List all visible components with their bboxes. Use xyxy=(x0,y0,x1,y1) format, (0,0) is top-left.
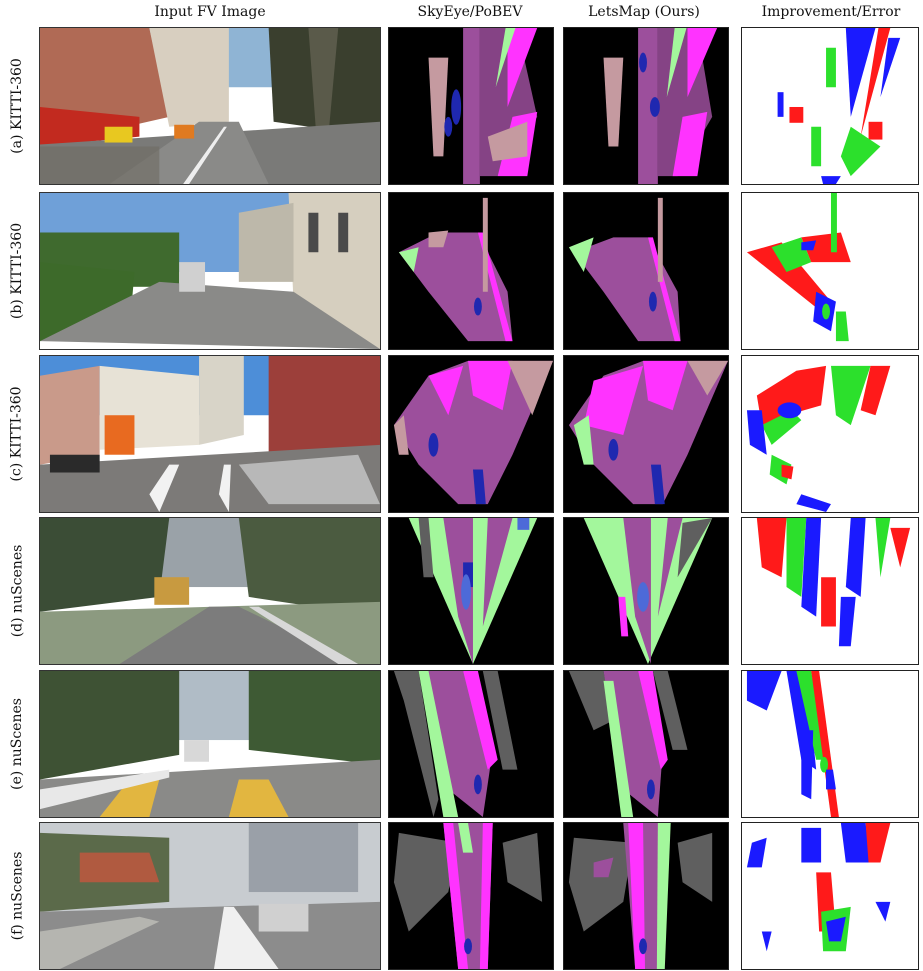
bev-letsmap-a xyxy=(563,27,729,185)
bev-letsmap-e xyxy=(563,670,729,818)
error-map-c xyxy=(741,355,919,513)
bev-skyeye-a xyxy=(388,27,554,185)
row-label-c: (c) KITTI-360 xyxy=(9,386,25,482)
row-label-e: (e) nuScenes xyxy=(9,698,25,790)
input-image-d xyxy=(39,517,381,665)
error-map-b xyxy=(741,192,919,350)
input-image-a xyxy=(39,27,381,185)
bev-skyeye-f xyxy=(388,822,554,970)
error-map-f xyxy=(741,822,919,970)
row-label-b: (b) KITTI-360 xyxy=(9,222,25,320)
bev-skyeye-e xyxy=(388,670,554,818)
bev-skyeye-c xyxy=(388,355,554,513)
bev-letsmap-b xyxy=(563,192,729,350)
input-image-b xyxy=(39,192,381,350)
bev-letsmap-d xyxy=(563,517,729,665)
column-header-skyeye-pobev: SkyEye/PoBEV xyxy=(417,4,523,20)
error-map-a xyxy=(741,27,919,185)
row-label-d: (d) nuScenes xyxy=(9,544,26,638)
row-label-a: (a) KITTI-360 xyxy=(9,58,26,154)
error-map-d xyxy=(741,517,919,665)
bev-letsmap-c xyxy=(563,355,729,513)
bev-letsmap-f xyxy=(563,822,729,970)
bev-skyeye-d xyxy=(388,517,554,665)
input-image-f xyxy=(39,822,381,970)
input-image-e xyxy=(39,670,381,818)
bev-skyeye-b xyxy=(388,192,554,350)
column-header-input-fv-image: Input FV Image xyxy=(154,4,266,20)
column-header-letsmap-ours: LetsMap (Ours) xyxy=(588,4,700,20)
error-map-e xyxy=(741,670,919,818)
column-header-improvement-error: Improvement/Error xyxy=(761,4,901,20)
row-label-f: (f) nuScenes xyxy=(9,851,26,941)
input-image-c xyxy=(39,355,381,513)
